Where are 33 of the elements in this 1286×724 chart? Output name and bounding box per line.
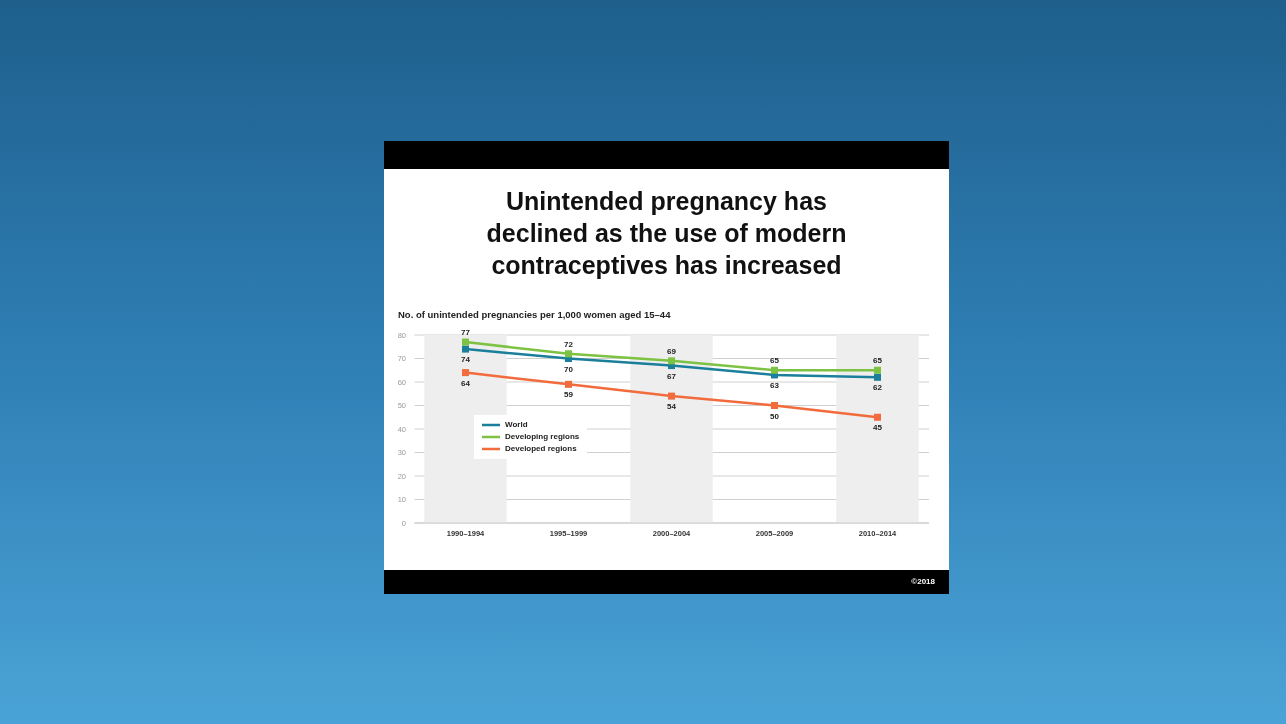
legend-label: Developed regions [505,443,577,455]
data-label: 63 [770,380,780,390]
point [668,357,675,365]
data-label: 67 [667,371,677,381]
point [462,338,469,346]
legend-label: Developing regions [505,431,580,443]
point [874,413,881,421]
data-label: 54 [667,402,677,412]
point [668,392,675,400]
data-label: 45 [873,423,883,433]
point [462,345,469,353]
data-label: 77 [461,328,471,338]
legend-label: World [505,419,528,431]
data-label: 69 [667,346,677,356]
point [565,380,572,388]
data-label: 72 [564,339,574,349]
data-label: 50 [770,411,780,421]
data-label: 65 [770,356,780,366]
point [771,402,778,409]
data-label: 64 [461,378,471,388]
point [874,373,881,381]
data-label: 74 [461,355,471,365]
point [874,366,881,374]
point [462,369,469,377]
data-label: 65 [873,356,883,366]
data-label: 70 [564,364,574,374]
data-label: 62 [873,383,883,393]
data-label: 59 [564,390,574,400]
point [565,350,572,358]
y-axis-title: No. of unintended pregnancies per 1,000 women aged 15–44 [398,309,671,320]
chart-title: Unintended pregnancy has declined as the use of modern contraceptives has increased [485,186,848,281]
point [771,366,778,374]
text: ©2018 [911,577,935,586]
